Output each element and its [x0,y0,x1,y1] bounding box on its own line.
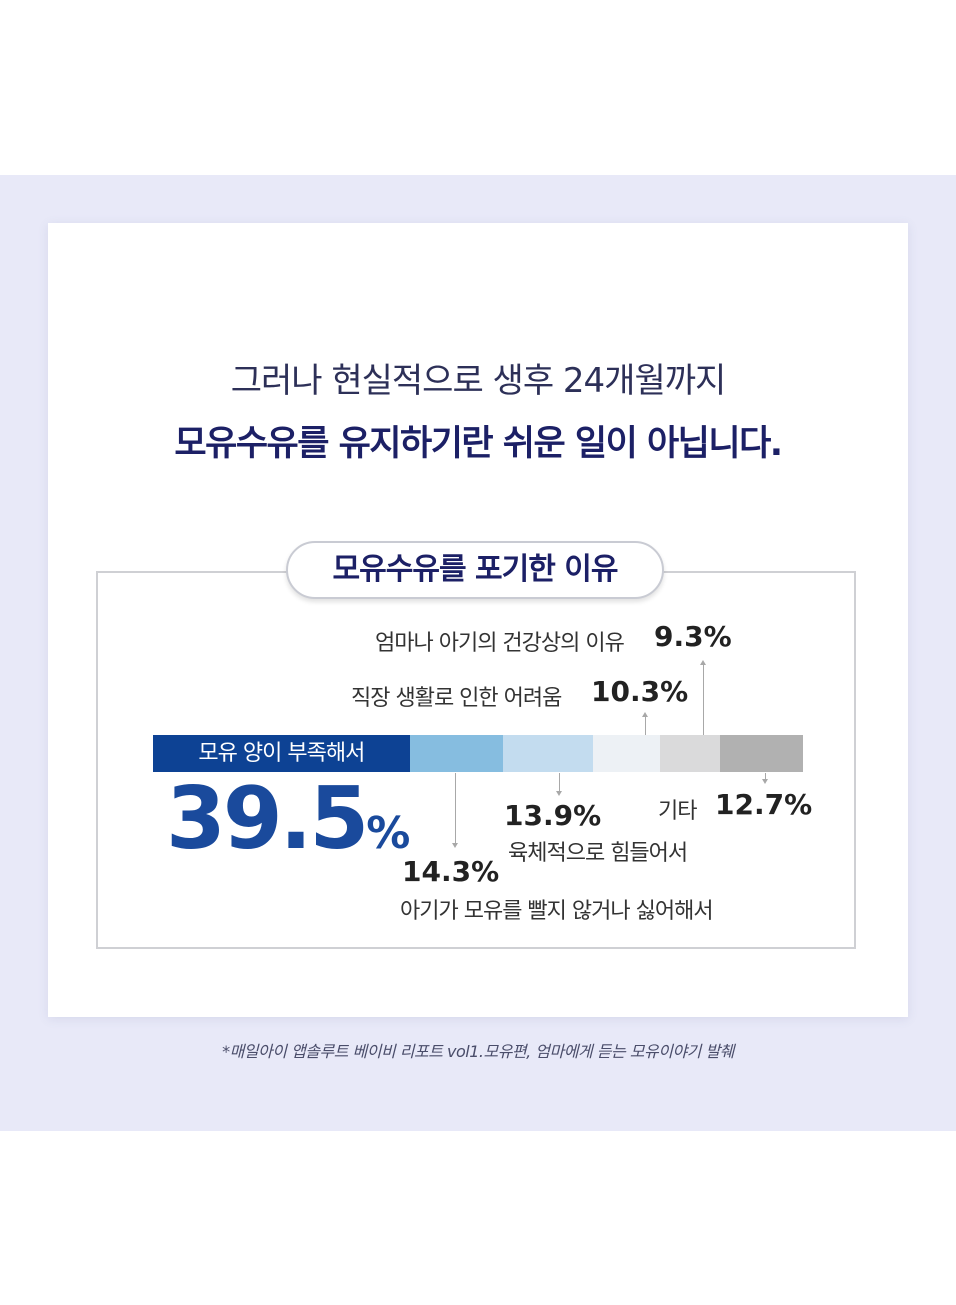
bar-segment-health-reasons [660,735,721,772]
value-label-other: 12.7% [715,788,813,821]
leader-line-baby-refuses [455,773,456,843]
leader-arrow-health-reasons [700,660,706,665]
value-label-baby-refuses: 14.3% [402,855,500,888]
leader-arrow-physically-hard [556,791,562,796]
bar-segment-work-difficulty [593,735,660,772]
leader-arrow-baby-refuses [452,843,458,848]
leader-arrow-work-difficulty [642,712,648,717]
category-label-other: 기타 [658,799,697,824]
leader-line-other [765,773,766,779]
value-label-health-reasons: 9.3% [654,620,732,653]
headline-line-2: 모유수유를 유지하기란 쉬운 일이 아닙니다. [174,424,783,464]
category-label-baby-refuses: 아기가 모유를 빨지 않거나 싫어해서 [400,899,714,924]
section-title: 모유수유를 포기한 이유 [286,541,664,599]
leader-arrow-other [762,779,768,784]
bar-segment-other [720,735,803,772]
category-label-work-difficulty: 직장 생활로 인한 어려움 [351,686,562,711]
leader-line-health-reasons [703,665,704,735]
leader-line-work-difficulty [645,717,646,735]
value-label-work-difficulty: 10.3% [591,675,689,708]
value-label-milk-shortage: 39.5% [166,769,411,869]
content-card: 그러나 현실적으로 생후 24개월까지 모유수유를 유지하기란 쉬운 일이 아닙… [48,223,908,1017]
bar-label-milk-shortage: 모유 양이 부족해서 [198,741,365,766]
category-label-physically-hard: 육체적으로 힘들어서 [508,841,688,866]
headline-line-1: 그러나 현실적으로 생후 24개월까지 [230,361,727,401]
bar-segment-physically-hard [502,735,594,772]
leader-line-physically-hard [559,773,560,791]
category-label-health-reasons: 엄마나 아기의 건강상의 이유 [375,631,625,656]
value-label-physically-hard: 13.9% [504,799,602,832]
bar-segment-milk-shortage: 모유 양이 부족해서 [153,735,410,772]
source-note: *매일아이 앱솔루트 베이비 리포트 vol1.모유편, 엄마에게 듣는 모유이… [222,1042,734,1061]
bar-segment-baby-refuses [409,735,503,772]
